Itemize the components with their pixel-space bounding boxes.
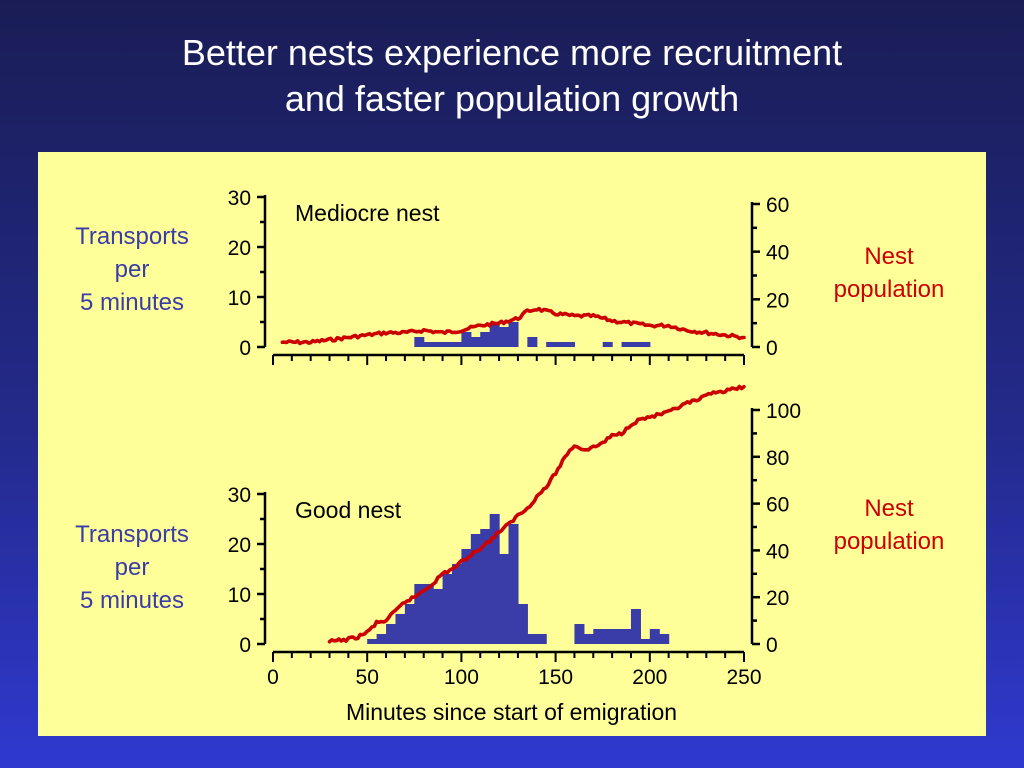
panel-2-title: Good nest: [295, 497, 402, 523]
bottom-right-axis-label: Nest population: [814, 492, 964, 558]
panel-2-x-tick-label: 150: [538, 666, 573, 689]
chart-svg: 0 10 20 30 0 20 40 60 Mediocre nest 0 10 20 30 0 20 40 6…: [228, 187, 801, 725]
panel-2-left-tick-label: 20: [228, 534, 251, 557]
panel-2-transport-bar: [480, 529, 491, 644]
x-axis-title: Minutes since start of emigration: [346, 699, 677, 725]
panel-1-right-tick-label: 60: [766, 194, 789, 217]
panel-1-transport-bar: [508, 322, 519, 347]
panel-1-right-tick-label: 20: [766, 289, 789, 312]
panel-1-left-tick-label: 20: [228, 237, 251, 260]
panel-2-transport-bar: [470, 534, 481, 644]
panel-1-left-tick-label: 10: [228, 287, 251, 310]
panel-2-transport-bar: [602, 629, 613, 644]
panel-1-transport-bar: [630, 342, 641, 347]
panel-2-x-tick-label: 250: [726, 666, 761, 689]
panel-2-right-tick-label: 40: [766, 540, 789, 563]
panel-1-transport-bar: [470, 337, 481, 347]
panel-2-left-tick-label: 0: [239, 634, 251, 657]
bottom-right-axis-label-line-1: Nest: [864, 495, 914, 522]
bottom-left-axis-label-line-1: Transports: [75, 521, 189, 548]
bottom-left-axis-label: Transports per 5 minutes: [54, 518, 210, 617]
panel-1-transport-bar: [442, 342, 453, 347]
panel-1-right-tick-label: 40: [766, 242, 789, 265]
panel-2-right-tick-label: 60: [766, 494, 789, 517]
panel-2-transport-bar: [659, 634, 670, 644]
panel-1-left-tick-label: 0: [239, 337, 251, 360]
panel-2-transport-bar: [451, 564, 462, 644]
panel-2-transport-bar: [517, 604, 528, 644]
panel-2-transport-bar: [630, 609, 641, 644]
panel-2-transport-bar: [461, 549, 472, 644]
top-right-axis-label-line-2: population: [833, 276, 945, 303]
slide-title-line-2: and faster population growth: [284, 78, 740, 119]
panel-2-population-line: [327, 384, 746, 644]
panel-2-transport-bar: [414, 584, 425, 644]
panel-2-transport-bar: [433, 589, 444, 644]
panel-1-transport-bar: [489, 322, 500, 347]
bottom-right-axis-label-line-2: population: [833, 528, 945, 555]
panel-1-transport-bar: [414, 337, 425, 347]
panel-2-left-tick-label: 30: [228, 484, 251, 507]
panel-2-transport-bar: [574, 624, 585, 644]
panel-2-x-tick-label: 0: [267, 666, 279, 689]
panel-2-transport-bar: [621, 629, 632, 644]
panel-2-left-tick-label: 10: [228, 584, 251, 607]
panel-1-transport-bar: [461, 332, 472, 347]
panel-1-transport-bar: [565, 342, 576, 347]
panel-2-transport-bar: [386, 624, 397, 644]
top-right-axis-label-line-1: Nest: [864, 243, 914, 270]
panel-2-transport-bar: [442, 574, 453, 644]
top-left-axis-label-line-2: per: [114, 256, 150, 283]
panel-1-transport-bar: [433, 342, 444, 347]
panel-1-transport-bar: [451, 342, 462, 347]
panel-2-transport-bar: [489, 514, 500, 644]
slide-title-line-1: Better nests experience more recruitment: [181, 32, 843, 73]
panel-2-transport-bar: [527, 634, 538, 644]
top-right-axis-label: Nest population: [814, 240, 964, 306]
panel-1-transport-bar: [602, 342, 613, 347]
panel-2-x-tick-label: 200: [632, 666, 667, 689]
panel-2-right-tick-label: 0: [766, 634, 778, 657]
panel-1-transport-bar: [621, 342, 632, 347]
bottom-left-axis-label-line-2: per: [114, 554, 150, 581]
panel-2-x-tick-label: 50: [356, 666, 379, 689]
chart-panel: 0 10 20 30 0 20 40 60 Mediocre nest 0 10 20 30 0 20 40 6…: [38, 152, 986, 736]
top-left-axis-label-line-3: 5 minutes: [79, 289, 185, 316]
panel-2-transport-bar: [536, 634, 547, 644]
panel-2-transport-bar: [593, 629, 604, 644]
panel-1-population-line: [280, 306, 746, 346]
panel-1-transport-bar: [555, 342, 566, 347]
panel-1-transport-bar: [499, 327, 510, 347]
panel-1-transport-bar: [640, 342, 651, 347]
panel-2-transport-bar: [640, 639, 651, 644]
panel-2-right-tick-label: 80: [766, 447, 789, 470]
panel-2-transport-bar: [367, 639, 378, 644]
panel-2-transport-bar: [404, 604, 415, 644]
panel-2-right-tick-label: 100: [766, 400, 801, 423]
slide-title: Better nests experience more recruitment…: [0, 30, 1024, 122]
top-left-axis-label-line-1: Transports: [75, 223, 189, 250]
panel-2-transport-bar: [499, 554, 510, 644]
panel-1-transport-bar: [546, 342, 557, 347]
panel-2-transport-bar: [395, 614, 406, 644]
panel-1-title: Mediocre nest: [295, 200, 440, 226]
bottom-left-axis-label-line-3: 5 minutes: [79, 587, 185, 614]
panel-2-transport-bar: [612, 629, 623, 644]
panel-2-transport-bar: [376, 634, 387, 644]
panel-1-transport-bar: [527, 337, 538, 347]
panel-2-x-tick-label: 100: [444, 666, 479, 689]
top-left-axis-label: Transports per 5 minutes: [54, 220, 210, 319]
panel-2-transport-bar: [423, 584, 434, 644]
panel-2-transport-bar: [583, 634, 594, 644]
panel-2-right-tick-label: 20: [766, 587, 789, 610]
panel-1-right-tick-label: 0: [766, 337, 778, 360]
panel-1-transport-bar: [480, 332, 491, 347]
panel-2-transport-bar: [508, 524, 519, 644]
panel-1-transport-bar: [423, 342, 434, 347]
panel-2-transport-bar: [649, 629, 660, 644]
panel-1-left-tick-label: 30: [228, 187, 251, 210]
